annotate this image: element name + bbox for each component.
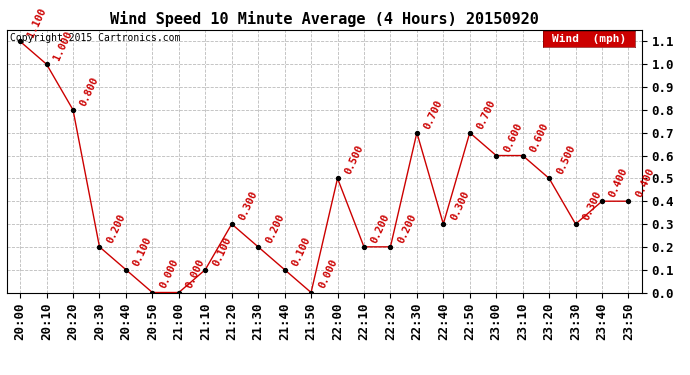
Text: 0.400: 0.400 <box>634 166 656 199</box>
Text: 0.000: 0.000 <box>317 258 339 290</box>
Point <box>121 267 132 273</box>
Point <box>200 267 211 273</box>
Point <box>253 244 264 250</box>
Text: 0.700: 0.700 <box>475 98 497 130</box>
Text: 0.600: 0.600 <box>502 121 524 153</box>
Text: 0.200: 0.200 <box>370 212 392 244</box>
Point <box>385 244 396 250</box>
Point <box>14 38 26 44</box>
Point <box>147 290 158 296</box>
Point <box>411 130 422 136</box>
Point <box>491 153 502 159</box>
Text: 0.200: 0.200 <box>396 212 418 244</box>
Point <box>359 244 370 250</box>
Point <box>306 290 317 296</box>
Point <box>41 61 52 67</box>
Text: 0.100: 0.100 <box>132 235 154 267</box>
Point <box>570 221 581 227</box>
Text: 1.100: 1.100 <box>26 7 48 39</box>
Text: 0.200: 0.200 <box>105 212 127 244</box>
Point <box>332 176 343 181</box>
Text: 0.300: 0.300 <box>449 189 471 222</box>
Text: 0.700: 0.700 <box>422 98 444 130</box>
Text: 0.000: 0.000 <box>184 258 206 290</box>
Point <box>279 267 290 273</box>
Point <box>68 107 79 113</box>
Text: 0.600: 0.600 <box>529 121 551 153</box>
Text: Copyright 2015 Cartronics.com: Copyright 2015 Cartronics.com <box>10 33 181 43</box>
Point <box>226 221 237 227</box>
Title: Wind Speed 10 Minute Average (4 Hours) 20150920: Wind Speed 10 Minute Average (4 Hours) 2… <box>110 12 539 27</box>
Point <box>623 198 634 204</box>
Text: 0.500: 0.500 <box>555 144 577 176</box>
Text: 0.000: 0.000 <box>158 258 180 290</box>
Point <box>464 130 475 136</box>
Text: 0.200: 0.200 <box>264 212 286 244</box>
Point <box>544 176 555 181</box>
Point <box>94 244 105 250</box>
Text: 0.800: 0.800 <box>79 75 101 108</box>
Text: 0.300: 0.300 <box>237 189 259 222</box>
Text: 0.100: 0.100 <box>290 235 313 267</box>
Point <box>597 198 608 204</box>
Text: 0.400: 0.400 <box>608 166 630 199</box>
Text: 0.500: 0.500 <box>343 144 365 176</box>
Point <box>438 221 449 227</box>
Text: 0.300: 0.300 <box>581 189 603 222</box>
Point <box>518 153 529 159</box>
Text: 0.100: 0.100 <box>211 235 233 267</box>
Text: 1.000: 1.000 <box>52 30 75 62</box>
Point <box>173 290 184 296</box>
